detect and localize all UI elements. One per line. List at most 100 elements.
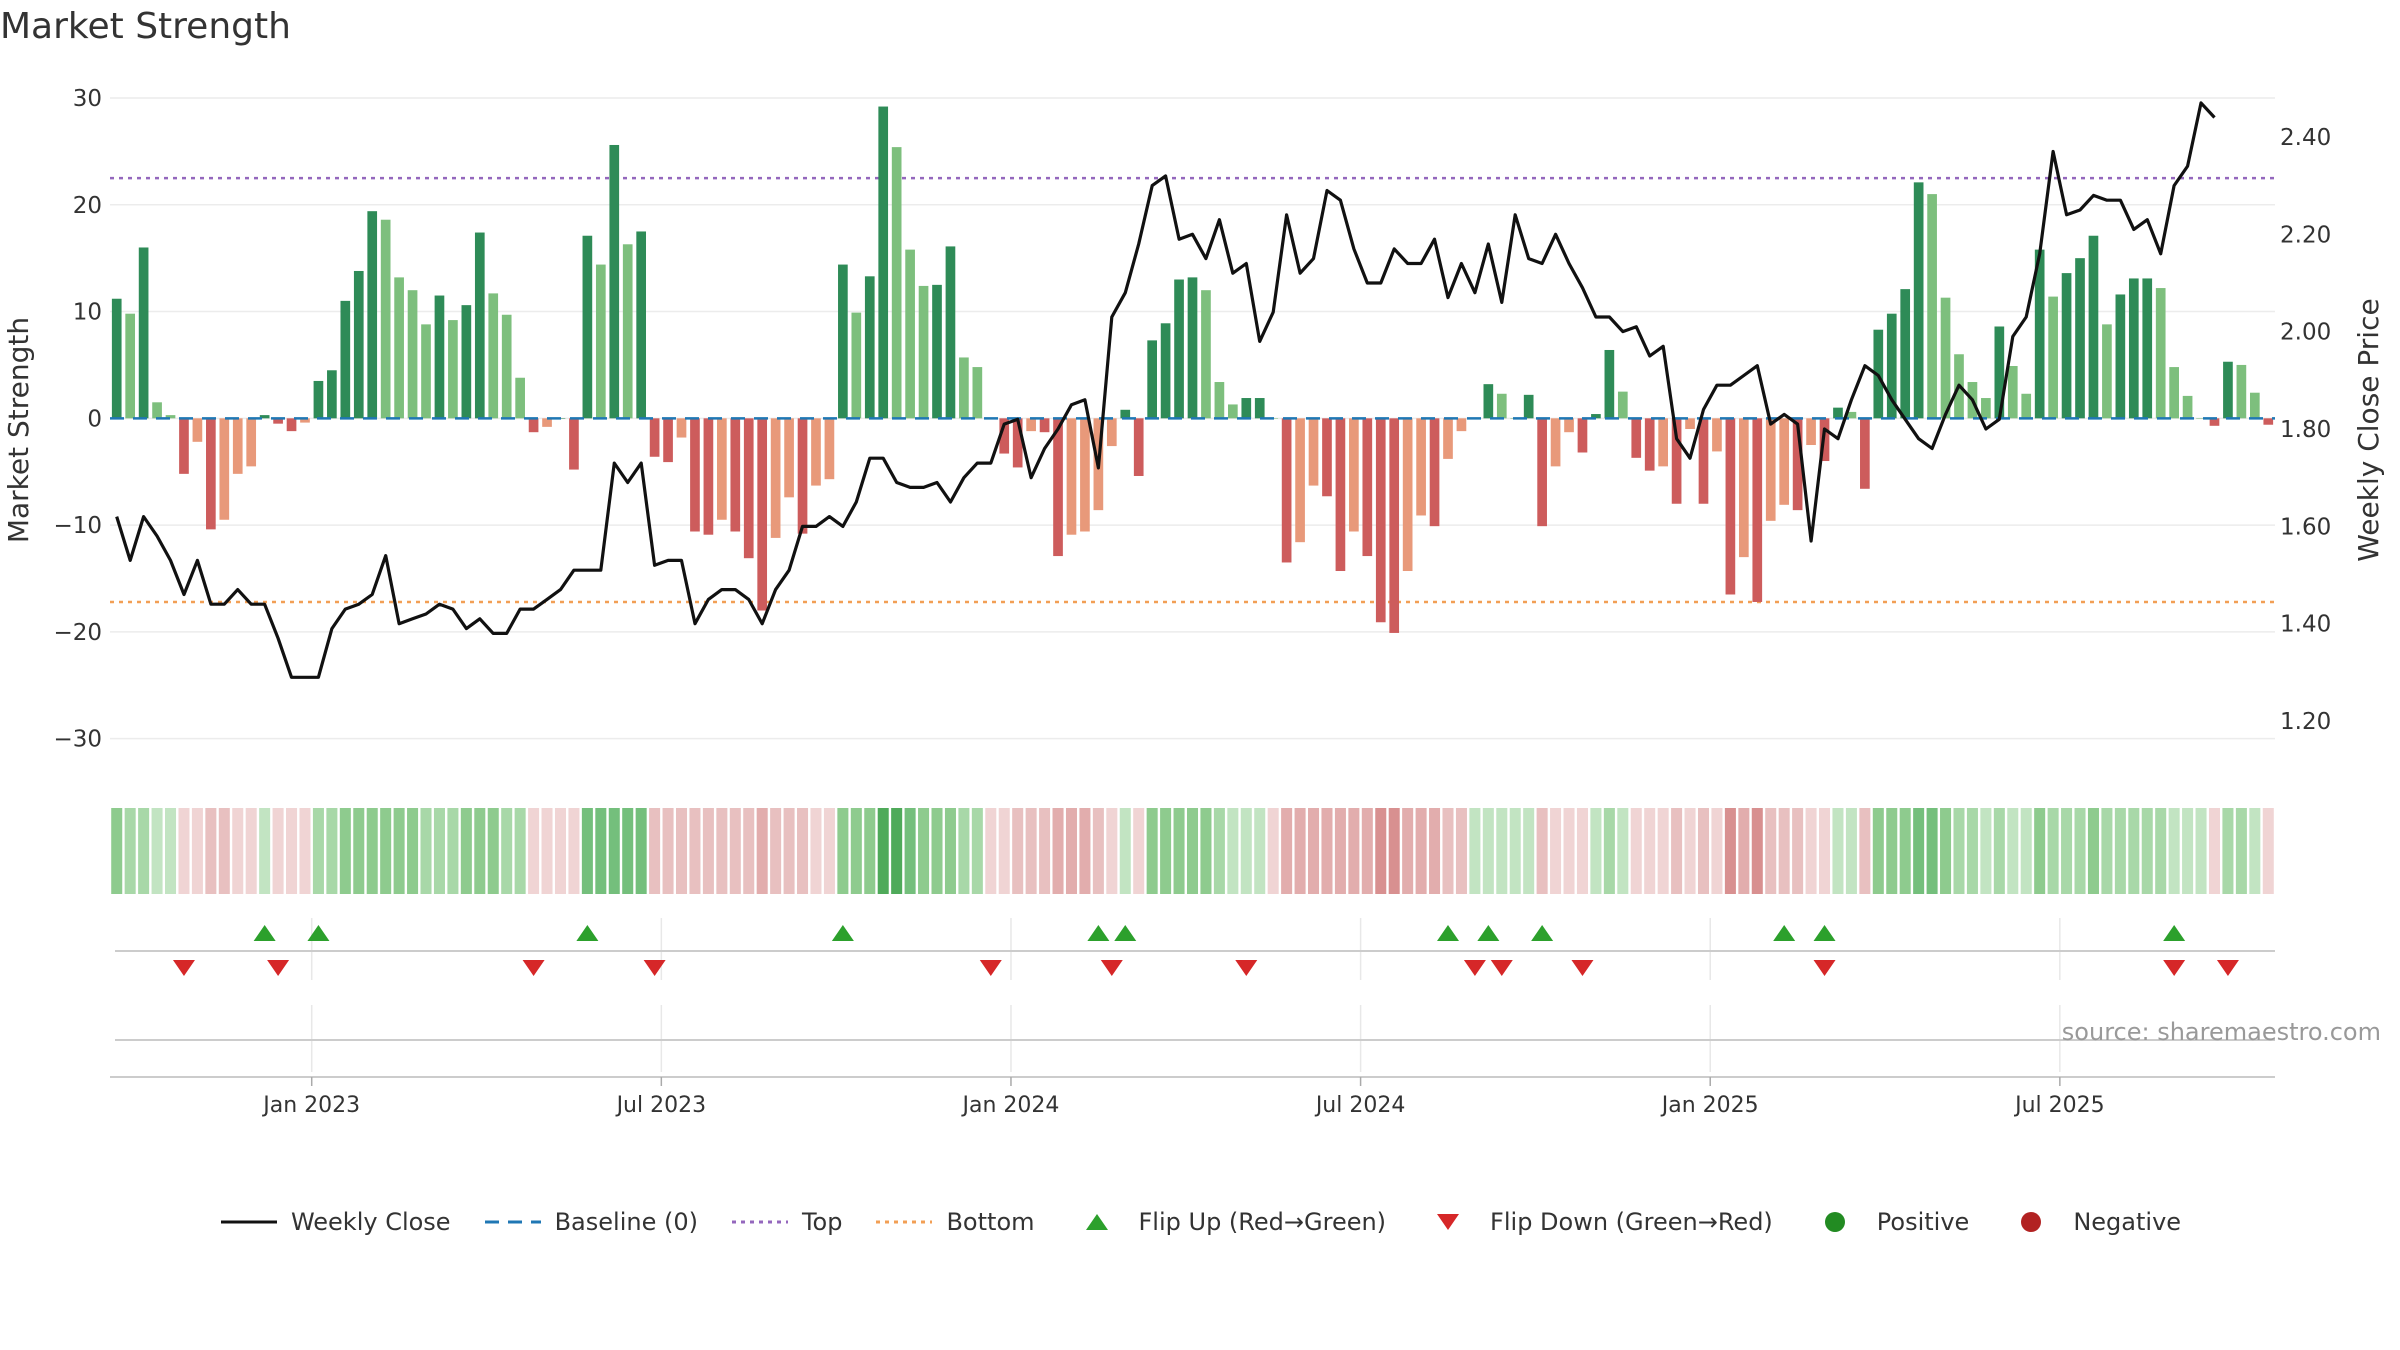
legend-item: Top bbox=[730, 1208, 842, 1236]
strength-bar bbox=[932, 284, 942, 419]
strength-bar bbox=[676, 418, 687, 438]
heat-cell bbox=[1402, 808, 1414, 894]
legend-swatch bbox=[2021, 1212, 2042, 1232]
heat-cell bbox=[1576, 808, 1588, 894]
strength-bar bbox=[717, 418, 727, 520]
flip-down-marker bbox=[979, 960, 1002, 976]
y2-axis-label: Weekly Close Price bbox=[2352, 298, 2385, 561]
strength-bar bbox=[649, 418, 660, 457]
strength-bar bbox=[1779, 418, 1790, 505]
strength-bar bbox=[2075, 258, 2085, 419]
strength-bar bbox=[1738, 418, 1749, 558]
strength-bar bbox=[1039, 418, 1050, 433]
heat-cell bbox=[729, 808, 741, 894]
heat-cell bbox=[635, 808, 647, 894]
strength-bar bbox=[1160, 323, 1171, 419]
heat-cell bbox=[1751, 808, 1763, 894]
strength-bar bbox=[824, 418, 835, 480]
legend-swatch bbox=[876, 1220, 933, 1224]
strength-bar bbox=[2169, 367, 2179, 419]
heat-cell bbox=[2087, 808, 2099, 894]
legend-label: Positive bbox=[1876, 1208, 1970, 1236]
flip-down-marker bbox=[267, 960, 290, 976]
strength-bar bbox=[461, 305, 472, 419]
legend-swatch-mark bbox=[1085, 1214, 1108, 1230]
heat-cell bbox=[541, 808, 553, 894]
strength-bar bbox=[1241, 398, 1252, 419]
strength-bar bbox=[1120, 409, 1131, 419]
heat-cell bbox=[1805, 808, 1817, 894]
heat-cell bbox=[716, 808, 728, 894]
y-tick-label: 30 bbox=[73, 86, 102, 112]
strength-bar bbox=[515, 377, 525, 419]
flip-up-marker bbox=[253, 925, 276, 941]
heat-cell bbox=[1294, 808, 1306, 894]
heat-cell bbox=[1724, 808, 1736, 894]
strength-bar bbox=[1443, 418, 1453, 459]
strength-bar bbox=[232, 418, 243, 474]
strength-bar bbox=[2061, 273, 2072, 419]
legend-item: Flip Down (Green→Red) bbox=[1418, 1208, 1773, 1236]
strength-bar bbox=[1591, 414, 1601, 419]
strength-bar bbox=[1389, 418, 1400, 633]
strength-bar bbox=[1994, 326, 2005, 419]
strength-bar bbox=[2102, 324, 2112, 419]
strength-bar bbox=[2007, 366, 2018, 419]
heat-cell bbox=[931, 808, 943, 894]
flip-down-marker bbox=[2216, 960, 2239, 976]
heat-cell bbox=[205, 808, 217, 894]
x-tick-label: Jul 2024 bbox=[1314, 1093, 1406, 1118]
strength-bar bbox=[784, 418, 794, 498]
strength-bar bbox=[1846, 411, 1857, 419]
heat-cell bbox=[1321, 808, 1333, 894]
flip-down-marker bbox=[643, 960, 666, 976]
heat-cell bbox=[1281, 808, 1293, 894]
heat-cell bbox=[2128, 808, 2140, 894]
strength-bar bbox=[1631, 418, 1642, 458]
heat-cell bbox=[1455, 808, 1467, 894]
legend-label: Baseline (0) bbox=[554, 1208, 698, 1236]
y-tick-label: −10 bbox=[53, 513, 102, 539]
heat-cell bbox=[2155, 808, 2167, 894]
heat-cell bbox=[2007, 808, 2019, 894]
strength-bar bbox=[622, 244, 633, 419]
legend-item: Positive bbox=[1805, 1208, 1970, 1236]
strength-bar bbox=[1617, 391, 1628, 419]
strength-bar bbox=[313, 380, 324, 419]
heat-cell bbox=[1845, 808, 1857, 894]
heat-cell bbox=[259, 808, 271, 894]
heat-cell bbox=[1254, 808, 1266, 894]
strength-bar bbox=[1322, 418, 1332, 497]
strength-bar bbox=[367, 211, 378, 419]
heat-cell bbox=[326, 808, 338, 894]
heat-cell bbox=[218, 808, 230, 894]
heat-cell bbox=[1671, 808, 1683, 894]
heat-cell bbox=[474, 808, 486, 894]
heat-cell bbox=[407, 808, 419, 894]
strength-bar bbox=[353, 270, 364, 419]
y2-tick-label: 1.40 bbox=[2280, 612, 2331, 638]
y2-tick-label: 2.00 bbox=[2280, 320, 2331, 346]
flip-down-marker bbox=[1463, 960, 1486, 976]
heat-cell bbox=[1765, 808, 1777, 894]
legend-swatch bbox=[1085, 1214, 1108, 1230]
strength-bar bbox=[851, 312, 862, 419]
strength-bar bbox=[2209, 418, 2220, 426]
strength-bar bbox=[1658, 418, 1668, 467]
heat-cell bbox=[1940, 808, 1952, 894]
heat-cell bbox=[2168, 808, 2180, 894]
heat-cell bbox=[2182, 808, 2194, 894]
legend-label: Negative bbox=[2073, 1208, 2182, 1236]
strength-bar bbox=[838, 264, 848, 419]
heat-cell bbox=[1442, 808, 1454, 894]
flip-up-marker bbox=[576, 925, 599, 941]
strength-bar bbox=[1012, 418, 1023, 468]
heat-cell bbox=[460, 808, 472, 894]
strength-bar bbox=[797, 418, 808, 534]
strength-bar bbox=[286, 418, 297, 432]
heat-cell bbox=[1697, 808, 1710, 894]
heat-cell bbox=[1334, 808, 1346, 894]
heat-cell bbox=[944, 808, 956, 894]
legend-swatch-mark bbox=[1437, 1214, 1460, 1230]
strength-bar bbox=[1187, 277, 1198, 419]
